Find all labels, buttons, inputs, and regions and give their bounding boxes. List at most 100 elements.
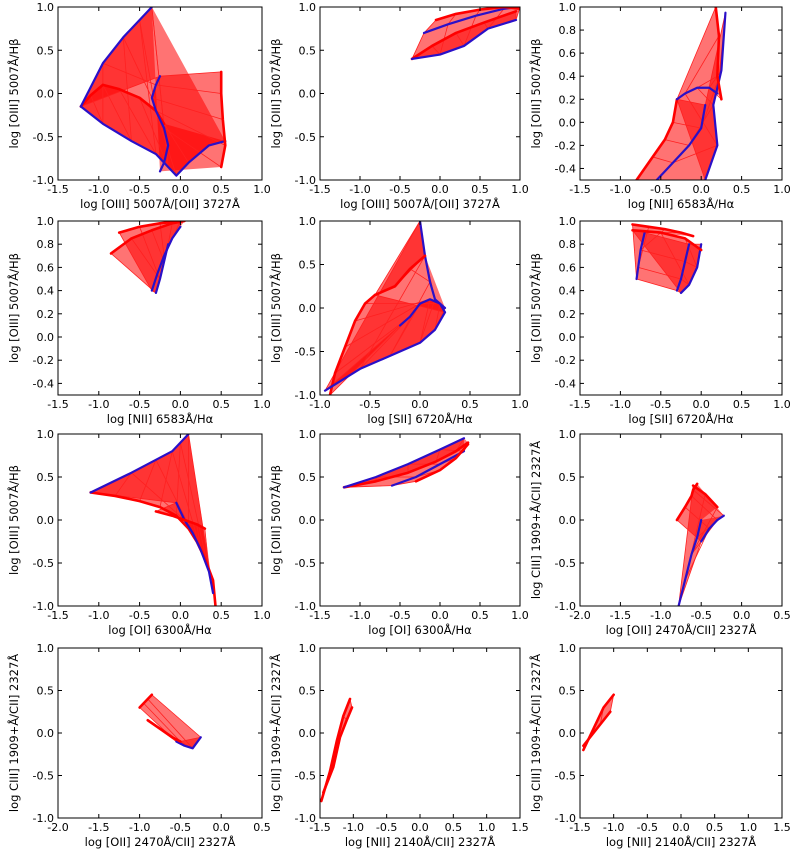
x-tick-label: -0.5 [690, 609, 711, 622]
axes-frame [579, 6, 783, 181]
grid-rib [374, 294, 446, 313]
grid-rib [409, 268, 431, 283]
series-5 [219, 70, 227, 169]
y-tick-label: 1.0 [299, 428, 317, 441]
x-tick-label: -1.0 [610, 183, 631, 196]
grid-rib [455, 32, 465, 47]
x-tick-label: 0.0 [672, 821, 690, 834]
y-tick-label: 0.5 [37, 685, 55, 698]
y-axis-label: log CIII] 1909+Å/CII] 2327Å [268, 654, 283, 812]
plot-area [109, 221, 186, 295]
series-1 [410, 10, 518, 61]
grid-rib [163, 123, 189, 163]
y-tick-label: 1.0 [299, 1, 317, 14]
x-tick-label: -1.0 [309, 398, 330, 411]
y-tick-label: 0.5 [299, 685, 317, 698]
series-2 [700, 514, 725, 543]
series-4 [418, 221, 447, 310]
x-tick-label: 0.5 [212, 183, 230, 196]
x-tick-label: -1.5 [47, 609, 68, 622]
x-tick-label: -0.5 [389, 183, 410, 196]
x-tick-label: 1.0 [511, 398, 529, 411]
x-tick-label: -0.5 [650, 183, 671, 196]
series-1 [328, 293, 377, 395]
axes-frame [319, 647, 521, 819]
grid-rib [167, 223, 173, 245]
x-tick-label: 0.0 [411, 398, 429, 411]
x-tick-label: -1.5 [309, 821, 330, 834]
grid-rib [131, 238, 161, 280]
grid-rib [151, 7, 165, 129]
x-tick-label: 1.0 [253, 183, 271, 196]
x-tick-label: 1.0 [511, 183, 529, 196]
series-2 [175, 736, 202, 750]
grid-rib [324, 221, 421, 391]
x-tick-label: 1.0 [511, 609, 529, 622]
y-tick-label: 0.2 [559, 308, 577, 321]
grid-rib [692, 489, 725, 517]
y-tick-label: 0.5 [299, 259, 317, 272]
grid-rib [434, 303, 441, 330]
y-tick-label: 0.0 [37, 331, 55, 344]
y-tick-label: 0.0 [559, 116, 577, 129]
grid-rib [691, 506, 718, 555]
grid-rib [354, 298, 431, 322]
fan-fill-2 [90, 434, 214, 594]
x-tick-label: -1.5 [88, 821, 109, 834]
grid-rib [684, 35, 720, 94]
y-axis-label: log CIII] 1909+Å/CII] 2327Å [528, 441, 543, 599]
y-tick-label: -1.0 [33, 812, 54, 825]
x-tick-label: 0.5 [212, 609, 230, 622]
grid-rib [691, 495, 718, 521]
series-4 [691, 484, 719, 509]
x-axis-label: log [OI] 6300Å/Hα [108, 622, 212, 637]
x-axis-label: log [NII] 2140Å/CII] 2327Å [606, 834, 756, 849]
x-tick-label: -1.5 [309, 609, 330, 622]
x-tick-label: 0.0 [692, 398, 710, 411]
x-tick-label: -1.0 [88, 609, 109, 622]
x-axis-label: log [OI] 6300Å/Hα [368, 622, 472, 637]
x-tick-label: 0.0 [431, 609, 449, 622]
grid-rib [632, 224, 637, 280]
series-2 [655, 103, 707, 180]
y-tick-label: 0.2 [37, 308, 55, 321]
y-tick-label: 0.0 [559, 331, 577, 344]
y-tick-label: 1.0 [559, 428, 577, 441]
y-tick-label: 0.5 [559, 471, 577, 484]
x-tick-label: 0.5 [706, 821, 724, 834]
y-tick-label: 0.0 [559, 727, 577, 740]
grid-rib [155, 84, 222, 94]
y-axis-label: log [OIII] 5007Å/Hβ [268, 465, 283, 575]
panel-2: -1.5 -1.0 -0.5 0.0 0.5 1.0-1.0-0.50.00.51.0lo… [268, 1, 529, 211]
plot-area [635, 7, 727, 180]
y-tick-label: 0.6 [559, 47, 577, 60]
grid-rib [664, 139, 690, 146]
y-tick-label: -0.5 [33, 557, 54, 570]
x-tick-label: 0.5 [773, 609, 791, 622]
y-tick-label: 1.0 [299, 215, 317, 228]
x-tick-label: 0.5 [253, 821, 271, 834]
grid-rib [139, 459, 157, 502]
axes-frame [57, 220, 263, 396]
grid-rib [696, 75, 718, 89]
y-tick-label: 0.5 [559, 685, 577, 698]
grid-rib [463, 15, 477, 47]
y-axis-label: log [OIII] 5007Å/Hβ [528, 38, 543, 148]
grid-rib [423, 19, 437, 34]
series-3 [150, 225, 182, 292]
x-axis-label: log [NII] 6583Å/Hα [628, 196, 735, 211]
grid-rib [131, 472, 185, 521]
y-tick-label: -1.0 [555, 812, 576, 825]
series-4 [154, 510, 207, 530]
x-axis-label: log [NII] 2140Å/CII] 2327Å [345, 834, 495, 849]
y-tick-label: -0.5 [295, 346, 316, 359]
grid-rib [684, 506, 710, 529]
grid-rib [676, 98, 706, 106]
grid-rib [389, 281, 431, 357]
y-tick-label: -0.5 [295, 770, 316, 783]
y-tick-label: -0.5 [295, 557, 316, 570]
y-tick-label: 0.8 [37, 238, 55, 251]
panel-10: -2.0 -1.5 -1.0 -0.5 0.0 0.5 -1.0 -0.5 0.0 0.5 1.0 l… [6, 642, 271, 849]
grid-rib [676, 7, 717, 100]
